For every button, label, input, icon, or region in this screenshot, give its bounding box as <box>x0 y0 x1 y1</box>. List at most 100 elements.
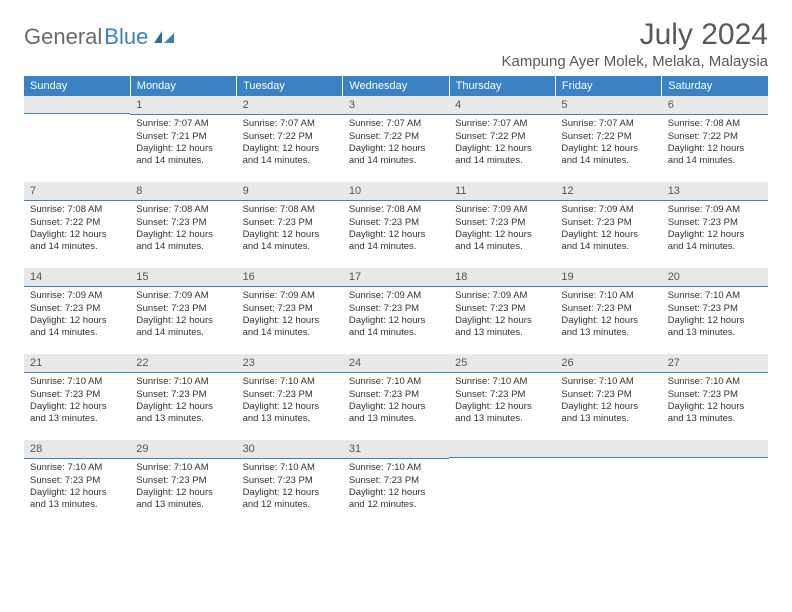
day-number: 25 <box>449 354 555 373</box>
day-line: Sunrise: 7:08 AM <box>136 204 230 216</box>
day-line: Sunrise: 7:07 AM <box>455 118 549 130</box>
day-body: Sunrise: 7:10 AMSunset: 7:23 PMDaylight:… <box>449 373 555 440</box>
day-number: 26 <box>555 354 661 373</box>
day-line: and 14 minutes. <box>349 155 443 167</box>
day-body: Sunrise: 7:07 AMSunset: 7:22 PMDaylight:… <box>343 115 449 182</box>
day-number: 9 <box>237 182 343 201</box>
logo-general: General <box>24 24 102 50</box>
day-number: 15 <box>130 268 236 287</box>
day-body: Sunrise: 7:10 AMSunset: 7:23 PMDaylight:… <box>555 287 661 354</box>
day-line: Sunset: 7:23 PM <box>561 303 655 315</box>
day-line: Daylight: 12 hours <box>136 143 230 155</box>
calendar-cell: 7Sunrise: 7:08 AMSunset: 7:22 PMDaylight… <box>24 182 130 268</box>
day-body <box>449 458 555 526</box>
day-number: 20 <box>662 268 768 287</box>
calendar-cell: 17Sunrise: 7:09 AMSunset: 7:23 PMDayligh… <box>343 268 449 354</box>
day-line: and 14 minutes. <box>349 327 443 339</box>
day-line: Daylight: 12 hours <box>243 487 337 499</box>
day-body <box>24 114 130 182</box>
day-number: 18 <box>449 268 555 287</box>
day-line: Sunrise: 7:10 AM <box>136 462 230 474</box>
day-body: Sunrise: 7:09 AMSunset: 7:23 PMDaylight:… <box>449 201 555 268</box>
day-line: Sunset: 7:23 PM <box>30 389 124 401</box>
day-line: and 13 minutes. <box>349 413 443 425</box>
day-line: Daylight: 12 hours <box>30 487 124 499</box>
header-row: General Blue July 2024 Kampung Ayer Mole… <box>24 18 768 70</box>
day-body: Sunrise: 7:07 AMSunset: 7:22 PMDaylight:… <box>449 115 555 182</box>
day-number: 30 <box>237 440 343 459</box>
day-line: and 13 minutes. <box>243 413 337 425</box>
day-line: Sunrise: 7:09 AM <box>136 290 230 302</box>
day-line: Daylight: 12 hours <box>136 229 230 241</box>
day-body: Sunrise: 7:07 AMSunset: 7:22 PMDaylight:… <box>555 115 661 182</box>
day-body: Sunrise: 7:09 AMSunset: 7:23 PMDaylight:… <box>343 287 449 354</box>
calendar-cell <box>662 440 768 526</box>
day-line: Daylight: 12 hours <box>561 315 655 327</box>
day-line: and 14 minutes. <box>455 241 549 253</box>
day-number: 13 <box>662 182 768 201</box>
day-number: 22 <box>130 354 236 373</box>
day-line: and 13 minutes. <box>668 327 762 339</box>
day-line: Daylight: 12 hours <box>561 229 655 241</box>
logo-sail-icon <box>152 29 176 45</box>
day-line: Sunrise: 7:10 AM <box>243 376 337 388</box>
day-line: Sunset: 7:23 PM <box>136 217 230 229</box>
day-line: Sunrise: 7:07 AM <box>136 118 230 130</box>
day-number: 4 <box>449 96 555 115</box>
title-block: July 2024 Kampung Ayer Molek, Melaka, Ma… <box>501 18 768 70</box>
day-line: Daylight: 12 hours <box>668 229 762 241</box>
day-line: and 14 minutes. <box>668 241 762 253</box>
calendar-cell: 24Sunrise: 7:10 AMSunset: 7:23 PMDayligh… <box>343 354 449 440</box>
calendar-header: SundayMondayTuesdayWednesdayThursdayFrid… <box>24 76 768 96</box>
day-header: Wednesday <box>343 76 449 96</box>
calendar-cell: 1Sunrise: 7:07 AMSunset: 7:21 PMDaylight… <box>130 96 236 182</box>
day-body: Sunrise: 7:09 AMSunset: 7:23 PMDaylight:… <box>237 287 343 354</box>
day-line: and 13 minutes. <box>561 327 655 339</box>
day-number: 21 <box>24 354 130 373</box>
day-line: and 13 minutes. <box>30 413 124 425</box>
day-body: Sunrise: 7:10 AMSunset: 7:23 PMDaylight:… <box>130 373 236 440</box>
day-number: 19 <box>555 268 661 287</box>
calendar-page: General Blue July 2024 Kampung Ayer Mole… <box>0 0 792 544</box>
day-body: Sunrise: 7:08 AMSunset: 7:22 PMDaylight:… <box>662 115 768 182</box>
day-body: Sunrise: 7:09 AMSunset: 7:23 PMDaylight:… <box>555 201 661 268</box>
day-line: Daylight: 12 hours <box>136 487 230 499</box>
day-number: 3 <box>343 96 449 115</box>
day-number: 8 <box>130 182 236 201</box>
day-line: Sunrise: 7:08 AM <box>668 118 762 130</box>
calendar-row: 7Sunrise: 7:08 AMSunset: 7:22 PMDaylight… <box>24 182 768 268</box>
day-line: and 13 minutes. <box>561 413 655 425</box>
day-line: and 14 minutes. <box>561 241 655 253</box>
day-number: 29 <box>130 440 236 459</box>
day-line: Sunset: 7:22 PM <box>243 131 337 143</box>
day-line: and 13 minutes. <box>455 327 549 339</box>
calendar-cell: 4Sunrise: 7:07 AMSunset: 7:22 PMDaylight… <box>449 96 555 182</box>
day-line: Daylight: 12 hours <box>30 229 124 241</box>
day-line: Sunset: 7:23 PM <box>243 389 337 401</box>
calendar-row: 14Sunrise: 7:09 AMSunset: 7:23 PMDayligh… <box>24 268 768 354</box>
calendar-cell: 8Sunrise: 7:08 AMSunset: 7:23 PMDaylight… <box>130 182 236 268</box>
day-line: Daylight: 12 hours <box>243 315 337 327</box>
day-number: 27 <box>662 354 768 373</box>
day-line: Sunset: 7:22 PM <box>30 217 124 229</box>
day-line: Daylight: 12 hours <box>561 143 655 155</box>
day-line: and 14 minutes. <box>243 241 337 253</box>
day-body: Sunrise: 7:08 AMSunset: 7:23 PMDaylight:… <box>130 201 236 268</box>
calendar-cell: 30Sunrise: 7:10 AMSunset: 7:23 PMDayligh… <box>237 440 343 526</box>
calendar-cell: 3Sunrise: 7:07 AMSunset: 7:22 PMDaylight… <box>343 96 449 182</box>
calendar-body: 1Sunrise: 7:07 AMSunset: 7:21 PMDaylight… <box>24 96 768 526</box>
day-line: and 12 minutes. <box>349 499 443 511</box>
day-line: Sunset: 7:22 PM <box>455 131 549 143</box>
day-line: Sunrise: 7:09 AM <box>668 204 762 216</box>
month-title: July 2024 <box>501 18 768 51</box>
day-line: Sunrise: 7:10 AM <box>136 376 230 388</box>
calendar-cell: 25Sunrise: 7:10 AMSunset: 7:23 PMDayligh… <box>449 354 555 440</box>
day-line: Daylight: 12 hours <box>243 143 337 155</box>
day-line: Daylight: 12 hours <box>455 401 549 413</box>
day-line: Sunrise: 7:08 AM <box>30 204 124 216</box>
day-line: Sunrise: 7:09 AM <box>455 290 549 302</box>
day-body: Sunrise: 7:10 AMSunset: 7:23 PMDaylight:… <box>130 459 236 526</box>
calendar-cell: 16Sunrise: 7:09 AMSunset: 7:23 PMDayligh… <box>237 268 343 354</box>
day-body: Sunrise: 7:08 AMSunset: 7:23 PMDaylight:… <box>237 201 343 268</box>
calendar-cell <box>449 440 555 526</box>
